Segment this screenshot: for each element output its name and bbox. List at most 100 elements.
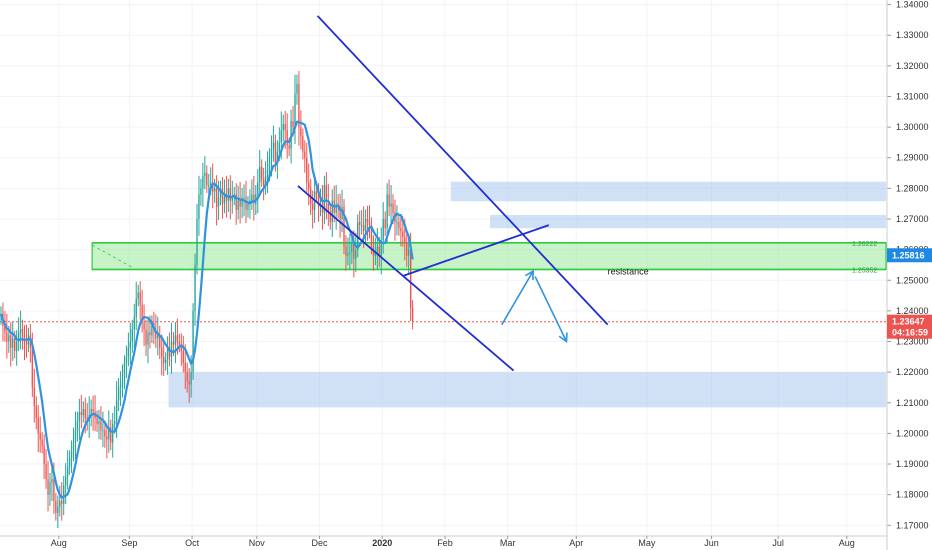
candle-body [186,372,188,382]
price-tick-label: 1.32000 [896,61,929,71]
time-axis[interactable]: Aug Sep Oct Nov Dec 2020 Feb Mar Apr May Jun Jul Aug [0,535,887,548]
candle-body [245,197,247,210]
candle-body [190,372,192,385]
price-tick-label: 1.17000 [896,520,929,530]
candle-body [96,418,98,425]
candle-body [51,479,53,483]
trend-line[interactable] [316,15,609,326]
candle-body [368,222,371,226]
candle-body [115,399,118,422]
candle-body [229,188,232,201]
candle-body [159,335,161,348]
candle-body [298,84,300,128]
drawings[interactable]: resistance [297,15,649,372]
zone-rect[interactable] [91,242,887,271]
candle-body [70,451,73,458]
candle-body [41,439,43,446]
zone-rect[interactable] [490,215,886,229]
candle-body [219,188,222,198]
candle-body [398,222,400,229]
candle-body [243,197,245,199]
candle-body [353,243,355,259]
candle-body [82,408,84,416]
candle-body [282,124,284,131]
candle-body [296,84,298,94]
candle-body [211,182,214,192]
candle-body [188,381,190,385]
candle-body [264,176,267,186]
candle-body [170,341,173,357]
candle-body [196,218,198,265]
candle-body [288,145,290,149]
arrow-shaft[interactable] [501,270,534,326]
candle-body [347,252,349,256]
candle-body [139,292,141,305]
time-tick-label: Jul [772,538,784,548]
candle-body [106,436,108,440]
candle-body [155,329,157,339]
candle-body [112,424,114,443]
candle-body [180,344,183,351]
price-tick-label: 1.25000 [896,275,929,285]
candle-body [25,341,28,345]
candle-body [35,405,37,419]
candle-body [272,142,275,149]
candle-body [257,182,259,195]
candle-body [21,329,24,339]
candle-body [213,188,216,192]
candle-body [382,218,384,241]
candle-body [223,194,226,204]
candle-body [157,335,159,339]
candle-body [80,411,83,416]
trend-line[interactable] [297,185,515,372]
candle-body [10,335,12,348]
candle-body [98,421,100,425]
candle-body [280,130,282,143]
candle-body [266,169,269,177]
candle-body [292,120,294,128]
candle-body [74,430,77,443]
candle-body [147,332,149,345]
candle-body [78,411,81,422]
arrow-shaft[interactable] [534,276,568,342]
candle-body [100,421,102,431]
candle-body [315,191,318,195]
trend-line[interactable] [403,224,550,277]
candle-body [192,310,194,373]
candle-body [284,124,286,131]
candle-body [174,335,177,345]
countdown-label: 04:16:59 [892,328,928,338]
candle-body [210,182,212,186]
price-axis[interactable]: 1.34000 1.33000 1.32000 1.31000 1.30000 1.290… [886,0,929,550]
time-tick-label: Sep [121,538,137,548]
candle-body [6,332,8,342]
price-tick-label: 1.28000 [896,183,929,193]
zone-rect[interactable] [168,372,887,408]
zone-guide-line [91,244,134,269]
candle-body [411,307,414,322]
candle-body [247,203,249,210]
price-tick-label: 1.23000 [896,337,929,347]
candle-body [121,381,124,385]
time-tick-label: Aug [839,538,855,548]
levels: 1.26222 1.25352 [0,241,886,323]
candle-body [374,252,377,256]
price-tick-label: 1.18000 [896,490,929,500]
candle-body [68,457,71,468]
candle-body [135,298,137,318]
candle-body [59,500,61,507]
candle-body [331,200,333,223]
zone-rect[interactable] [450,181,886,202]
candle-body [198,194,200,219]
candle-body [392,203,394,213]
level-label: 1.25352 [852,267,877,274]
price-tick-label: 1.33000 [896,30,929,40]
candle-body [278,142,281,152]
candle-body [184,362,186,373]
candle-body [308,182,310,189]
candle-body [235,194,237,210]
candles [0,71,414,529]
candle-body [119,384,122,388]
